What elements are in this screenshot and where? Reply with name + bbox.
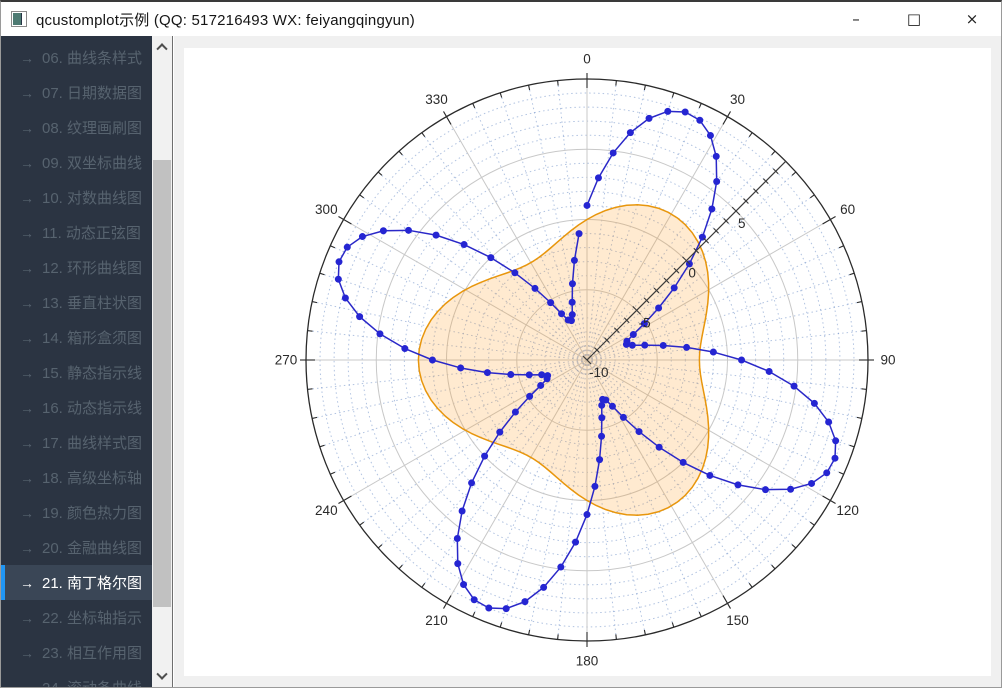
chevron-up-icon: [156, 43, 168, 55]
angular-tick-label: 330: [425, 92, 448, 107]
sidebar-item-18[interactable]: → 18. 高级坐标轴: [1, 460, 152, 495]
arrow-icon: →: [20, 399, 34, 416]
sidebar-item-22[interactable]: → 22. 坐标轴指示: [1, 600, 152, 635]
arrow-icon: →: [20, 574, 34, 591]
sidebar-item-10[interactable]: → 10. 对数曲线图: [1, 180, 152, 215]
window-controls: – □ ×: [827, 2, 1001, 36]
sidebar-item-17[interactable]: → 17. 曲线样式图: [1, 425, 152, 460]
sidebar-item-label: 15. 静态指示线: [42, 365, 143, 382]
angular-tick-label: 60: [840, 202, 855, 217]
sidebar-item-label: 19. 颜色热力图: [42, 505, 143, 522]
sidebar-item-label: 13. 垂直柱状图: [42, 295, 143, 312]
arrow-icon: →: [20, 84, 34, 101]
radial-tick-label: -10: [589, 365, 609, 380]
sidebar-item-label: 11. 动态正弦图: [42, 225, 141, 242]
angular-tick-label: 270: [275, 353, 298, 368]
arrow-icon: →: [20, 294, 34, 311]
sidebar-item-label: 14. 箱形盒须图: [42, 330, 143, 347]
window-title: qcustomplot示例 (QQ: 517216493 WX: feiyang…: [36, 11, 415, 29]
sidebar-item-08[interactable]: → 08. 纹理画刷图: [1, 110, 152, 145]
sidebar-item-label: 22. 坐标轴指示: [42, 610, 143, 627]
angular-tick-label: 120: [836, 503, 859, 518]
sidebar-item-label: 24. 滚动条曲线: [42, 677, 142, 687]
titlebar[interactable]: qcustomplot示例 (QQ: 517216493 WX: feiyang…: [1, 2, 1001, 36]
scroll-down-button[interactable]: [152, 667, 172, 687]
sidebar-item-label: 17. 曲线样式图: [42, 435, 143, 452]
radial-tick-label: -5: [639, 315, 651, 330]
angular-tick-label: 0: [583, 52, 591, 67]
arrow-icon: →: [20, 224, 34, 241]
sidebar-item-label: 07. 日期数据图: [42, 85, 143, 102]
angular-tick-label: 30: [730, 92, 745, 107]
arrow-icon: →: [20, 609, 34, 626]
sidebar-item-23[interactable]: → 23. 相互作用图: [1, 635, 152, 670]
arrow-icon: →: [20, 680, 34, 688]
radial-tick-label: 5: [738, 216, 746, 231]
sidebar-item-20[interactable]: → 20. 金融曲线图: [1, 530, 152, 565]
arrow-icon: →: [20, 504, 34, 521]
arrow-icon: →: [20, 49, 34, 66]
sidebar-item-15[interactable]: → 15. 静态指示线: [1, 355, 152, 390]
arrow-icon: →: [20, 259, 34, 276]
angular-tick-label: 150: [726, 613, 749, 628]
arrow-icon: →: [20, 469, 34, 486]
arrow-icon: →: [20, 329, 34, 346]
sidebar-item-13[interactable]: → 13. 垂直柱状图: [1, 285, 152, 320]
sidebar-item-14[interactable]: → 14. 箱形盒须图: [1, 320, 152, 355]
sidebar-list: → 06. 曲线条样式 → 07. 日期数据图 → 08. 纹理画刷图 → 09. 双坐标曲线…: [1, 36, 152, 687]
app-icon: [11, 11, 27, 27]
angular-tick-label: 90: [880, 353, 895, 368]
maximize-button[interactable]: □: [906, 10, 922, 28]
sidebar-scrollbar[interactable]: [152, 36, 173, 687]
content-area: → 06. 曲线条样式 → 07. 日期数据图 → 08. 纹理画刷图 → 09. 双坐标曲线…: [1, 36, 1001, 687]
sidebar: → 06. 曲线条样式 → 07. 日期数据图 → 08. 纹理画刷图 → 09. 双坐标曲线…: [1, 36, 152, 687]
sidebar-item-label: 08. 纹理画刷图: [42, 120, 143, 137]
sidebar-item-16[interactable]: → 16. 动态指示线: [1, 390, 152, 425]
sidebar-item-09[interactable]: → 09. 双坐标曲线: [1, 145, 152, 180]
sidebar-item-07[interactable]: → 07. 日期数据图: [1, 75, 152, 110]
sidebar-item-label: 16. 动态指示线: [42, 400, 143, 417]
angular-tick-label: 180: [576, 654, 599, 669]
sidebar-item-label: 09. 双坐标曲线: [42, 155, 143, 172]
scroll-up-button[interactable]: [152, 36, 172, 56]
sidebar-item-label: 10. 对数曲线图: [42, 190, 143, 207]
chevron-down-icon: [156, 668, 168, 680]
sidebar-item-19[interactable]: → 19. 颜色热力图: [1, 495, 152, 530]
polar-chart[interactable]: 0 30 60 90 120 150 180 210 240 270 300 330 -10 -5 0 5: [184, 48, 991, 676]
sidebar-item-label: 21. 南丁格尔图: [42, 575, 143, 592]
angular-tick-label: 210: [425, 613, 448, 628]
main-area: 0 30 60 90 120 150 180 210 240 270 300 330 -10 -5 0 5: [174, 36, 1001, 687]
sidebar-item-11[interactable]: → 11. 动态正弦图: [1, 215, 152, 250]
scrollbar-thumb[interactable]: [153, 160, 171, 607]
arrow-icon: →: [20, 434, 34, 451]
arrow-icon: →: [20, 644, 34, 661]
arrow-icon: →: [20, 364, 34, 381]
sidebar-item-label: 12. 环形曲线图: [42, 260, 143, 277]
sidebar-item-label: 18. 高级坐标轴: [42, 470, 143, 487]
sidebar-item-24[interactable]: → 24. 滚动条曲线: [1, 670, 152, 688]
arrow-icon: →: [20, 154, 34, 171]
arrow-icon: →: [20, 119, 34, 136]
sidebar-item-label: 20. 金融曲线图: [42, 540, 143, 557]
sidebar-item-06[interactable]: → 06. 曲线条样式: [1, 40, 152, 75]
angular-tick-label: 240: [315, 503, 338, 518]
angular-tick-label: 300: [315, 202, 338, 217]
sidebar-item-label: 23. 相互作用图: [42, 645, 143, 662]
sidebar-item-21[interactable]: → 21. 南丁格尔图: [1, 565, 152, 600]
radial-tick-label: 0: [688, 266, 696, 281]
sidebar-item-label: 06. 曲线条样式: [42, 50, 143, 67]
arrow-icon: →: [20, 189, 34, 206]
sidebar-item-12[interactable]: → 12. 环形曲线图: [1, 250, 152, 285]
minimize-button[interactable]: –: [852, 10, 860, 28]
arrow-icon: →: [20, 539, 34, 556]
plot-canvas: 0 30 60 90 120 150 180 210 240 270 300 330 -10 -5 0 5: [184, 48, 991, 676]
close-button[interactable]: ×: [965, 10, 979, 28]
